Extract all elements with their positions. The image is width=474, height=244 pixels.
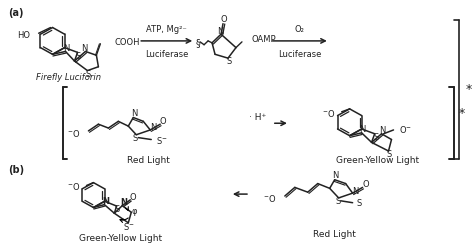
Text: S: S [373,133,378,142]
Text: COOH: COOH [114,38,140,47]
Text: N: N [64,44,70,53]
Text: S: S [335,197,340,206]
Text: *: * [465,83,472,96]
Text: O: O [362,180,369,189]
Text: O₂: O₂ [295,25,305,34]
Text: S$^{-}$: S$^{-}$ [156,135,168,146]
Text: Red Light: Red Light [127,156,170,165]
Text: Red Light: Red Light [313,231,356,239]
Text: Green-Yellow Light: Green-Yellow Light [79,234,162,243]
Text: OAMP: OAMP [252,35,276,44]
Text: Firefly Luciforin: Firefly Luciforin [36,73,101,82]
Text: O: O [221,15,228,24]
Text: S: S [356,199,362,208]
Text: φ: φ [132,207,137,216]
Text: Luciferase: Luciferase [278,50,321,59]
Text: N: N [217,27,223,36]
Text: (b): (b) [8,165,24,175]
Text: $^{-}$O: $^{-}$O [67,181,81,192]
Text: $^{-}$O: $^{-}$O [67,128,81,139]
Text: §: § [196,38,201,48]
Text: N: N [102,197,109,206]
Text: (a): (a) [8,8,23,18]
Text: *: * [458,107,465,120]
Text: N: N [120,198,127,207]
Text: N: N [359,125,366,134]
Text: HO: HO [18,31,31,40]
Text: N: N [379,126,386,135]
Text: N: N [81,44,88,53]
Text: S: S [115,205,120,214]
Text: O: O [160,117,166,126]
Text: Luciferase: Luciferase [145,50,188,59]
Text: S: S [133,134,138,143]
Text: S: S [387,150,392,159]
Text: S: S [227,58,232,66]
Text: ATP, Mg²⁻: ATP, Mg²⁻ [146,25,187,34]
Text: $^{-}$O: $^{-}$O [322,108,336,119]
Text: $^{-}$O: $^{-}$O [264,193,277,204]
Text: N: N [131,109,137,118]
Text: O: O [130,193,137,203]
Text: · H⁺: · H⁺ [249,113,266,122]
Text: Green-Yellow Light: Green-Yellow Light [336,156,419,165]
Text: S: S [86,70,91,79]
Text: N: N [332,171,339,180]
Text: N: N [353,187,359,196]
Text: S$^{-}$: S$^{-}$ [123,221,135,232]
Text: S: S [76,52,81,61]
Text: N: N [150,122,156,132]
Text: O$^{-}$: O$^{-}$ [400,124,412,135]
